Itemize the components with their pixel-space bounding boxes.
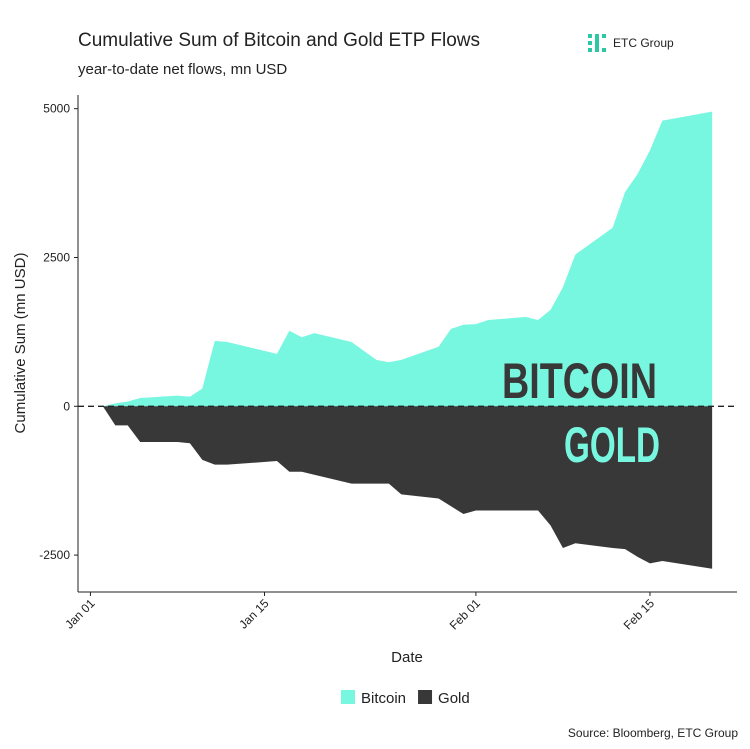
x-tick-label: Feb 01 [447,596,484,633]
x-tick-label: Feb 15 [621,596,658,633]
chart-subtitle: year-to-date net flows, mn USD [78,61,287,78]
x-tick-label: Jan 01 [62,596,98,632]
logo-icon [588,41,592,45]
area [102,406,713,569]
logo-icon [595,34,599,52]
annotation: GOLD [564,417,660,473]
logo-icon [602,48,606,52]
logo-icon [588,34,592,38]
chart-title: Cumulative Sum of Bitcoin and Gold ETP F… [78,30,480,51]
area [102,111,713,407]
brand-name: ETC Group [613,36,674,50]
legend-swatch [341,690,355,704]
legend-swatch [418,690,433,704]
y-tick-label: -2500 [39,548,70,562]
source-note: Source: Bloomberg, ETC Group [568,726,738,740]
legend: Bitcoin Gold [341,690,470,707]
logo-icon [602,34,606,38]
y-axis-title: Cumulative Sum (mn USD) [12,253,29,434]
legend-label: Gold [438,690,470,707]
y-tick-label: 2500 [43,250,70,264]
annotation: BITCOIN [502,353,657,409]
y-tick-label: 0 [63,399,70,413]
brand-logo: ETC Group [588,34,674,52]
x-tick-label: Jan 15 [236,596,272,632]
y-tick-label: 5000 [43,102,70,116]
legend-label: Bitcoin [361,690,406,707]
logo-icon [588,48,592,52]
x-axis-title: Date [391,649,423,666]
